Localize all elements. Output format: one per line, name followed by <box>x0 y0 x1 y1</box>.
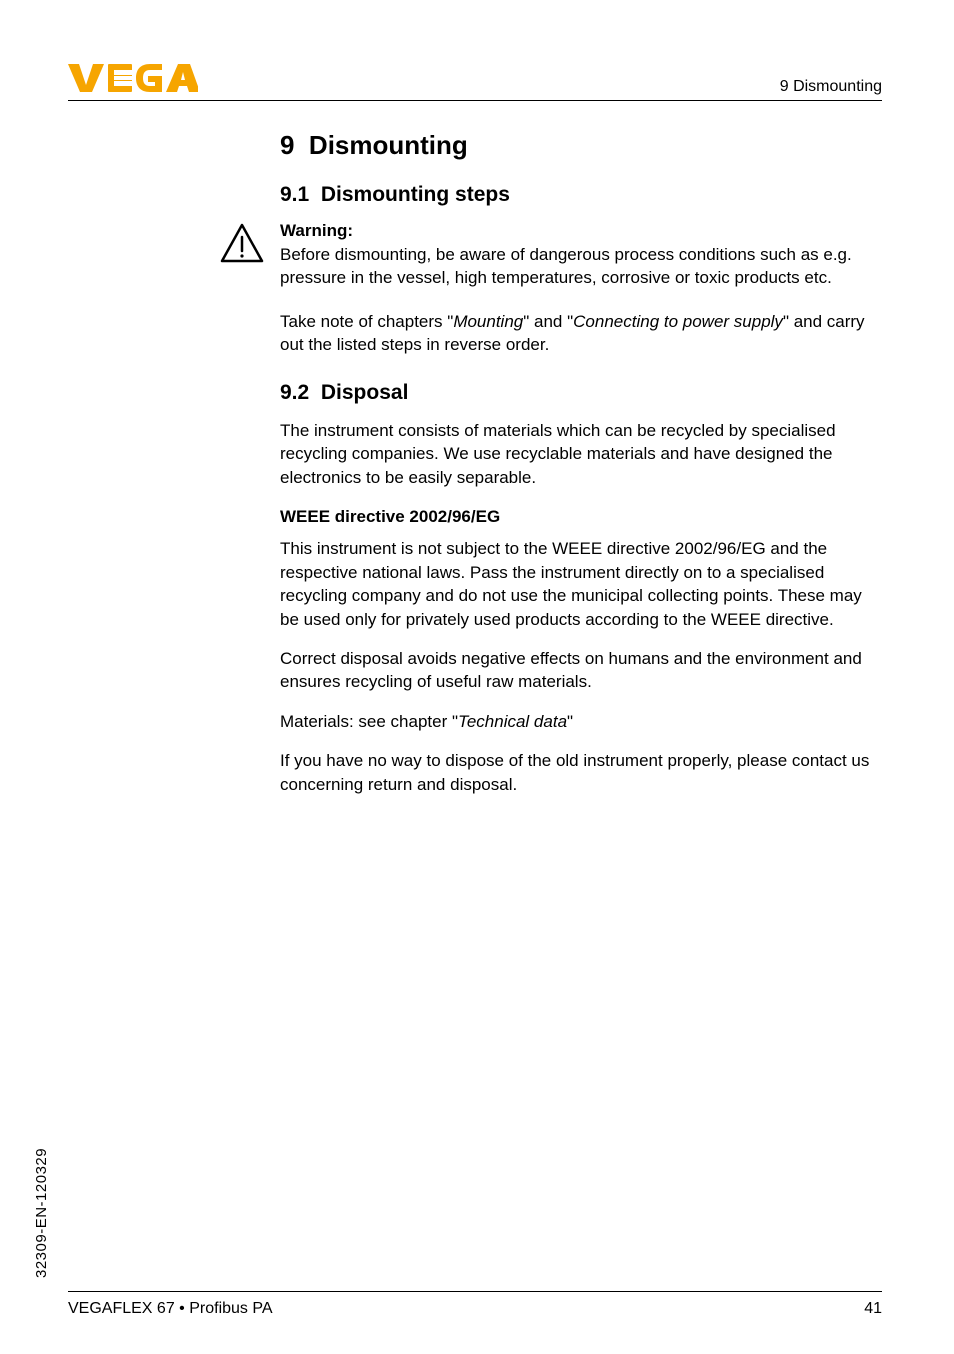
page-number: 41 <box>864 1300 882 1318</box>
disposal-p3: Correct disposal avoids negative effects… <box>280 647 882 694</box>
materials-post: " <box>567 712 573 731</box>
footer-left: VEGAFLEX 67 • Proﬁbus PA <box>68 1300 273 1318</box>
warning-label: Warning: <box>280 221 882 241</box>
materials-pre: Materials: see chapter " <box>280 712 458 731</box>
warning-text: Before dismounting, be aware of dangerou… <box>280 243 882 290</box>
note-pre: Take note of chapters " <box>280 312 453 331</box>
note-paragraph: Take note of chapters "Mounting" and "Co… <box>280 310 882 357</box>
subsection-1-heading: 9.1 Dismounting steps <box>280 183 882 207</box>
warning-icon <box>220 223 264 263</box>
disposal-p2: This instrument is not subject to the WE… <box>280 537 882 631</box>
note-mounting: Mounting <box>453 312 523 331</box>
note-mid: " and " <box>523 312 573 331</box>
materials-italic: Technical data <box>458 712 567 731</box>
subsection-2-number: 9.2 <box>280 381 309 404</box>
header-rule <box>68 100 882 101</box>
disposal-p1: The instrument consists of materials whi… <box>280 419 882 489</box>
subsection-2-heading: 9.2 Disposal <box>280 381 882 405</box>
materials-paragraph: Materials: see chapter "Technical data" <box>280 710 882 733</box>
section-title: Dismounting <box>309 130 468 160</box>
vega-logo <box>68 62 198 99</box>
warning-block: Warning: Before dismounting, be aware of… <box>280 221 882 290</box>
document-code: 32309-EN-120329 <box>33 1148 50 1278</box>
subsection-2-title: Disposal <box>321 381 409 404</box>
subsection-1-title: Dismounting steps <box>321 183 510 206</box>
content-area: 9 Dismounting 9.1 Dismounting steps Warn… <box>280 130 882 812</box>
note-connecting: Connecting to power supply <box>573 312 783 331</box>
subsection-1-number: 9.1 <box>280 183 309 206</box>
section-number: 9 <box>280 130 294 160</box>
weee-heading: WEEE directive 2002/96/EG <box>280 507 882 527</box>
running-header: 9 Dismounting <box>780 78 882 96</box>
page: 9 Dismounting 9 Dismounting 9.1 Dismount… <box>0 0 954 1354</box>
section-heading: 9 Dismounting <box>280 130 882 161</box>
footer-rule <box>68 1291 882 1292</box>
disposal-p5: If you have no way to dispose of the old… <box>280 749 882 796</box>
